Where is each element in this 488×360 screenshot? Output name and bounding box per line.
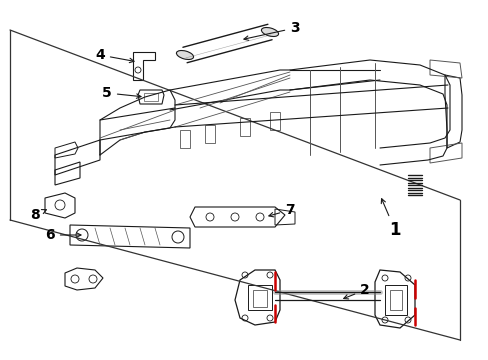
Text: 6: 6 — [45, 228, 81, 242]
Text: 4: 4 — [95, 48, 134, 63]
Text: 8: 8 — [30, 208, 46, 222]
Text: 7: 7 — [268, 203, 294, 217]
Text: 5: 5 — [102, 86, 141, 100]
Ellipse shape — [261, 27, 278, 36]
Text: 2: 2 — [343, 283, 369, 299]
Text: 1: 1 — [381, 199, 400, 239]
Ellipse shape — [176, 50, 193, 59]
Text: 3: 3 — [244, 21, 299, 40]
